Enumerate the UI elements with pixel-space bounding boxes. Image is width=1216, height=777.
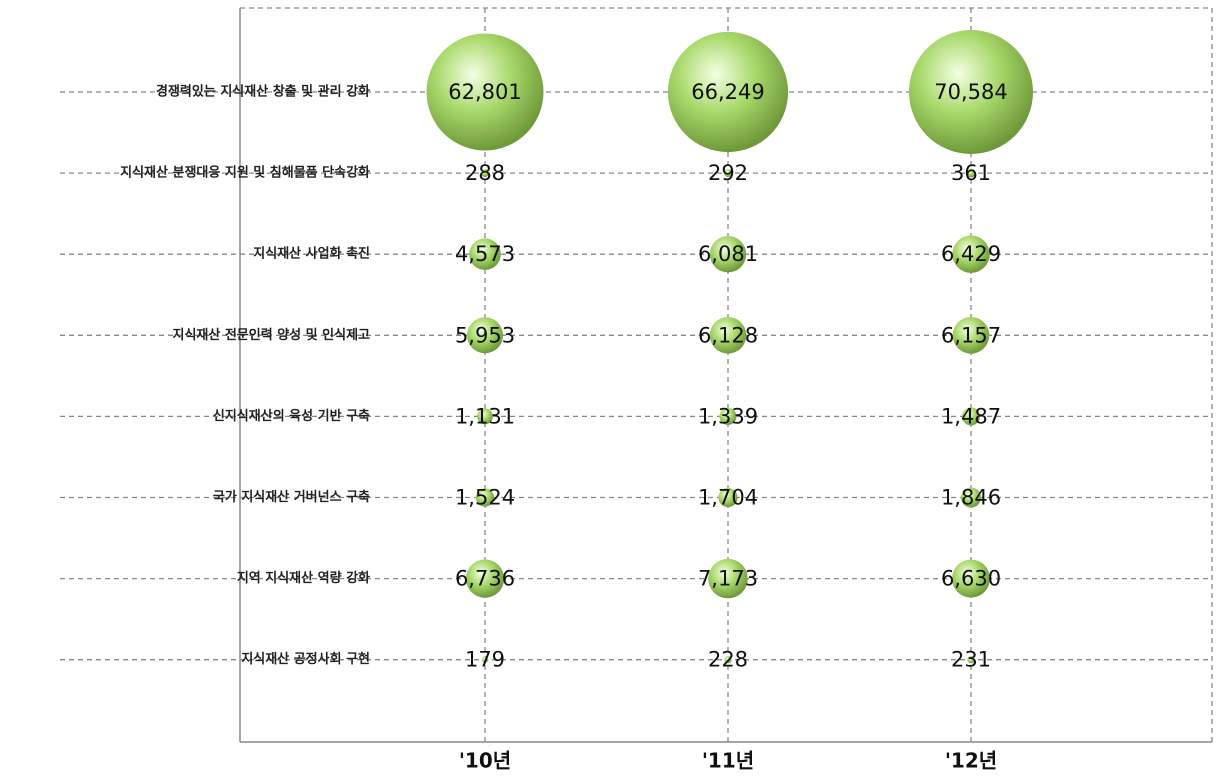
grid — [60, 7, 1213, 743]
data-label: 179 — [465, 648, 505, 672]
y-tick-label: 경쟁력있는 지식재산 창출 및 관리 강화 — [156, 84, 370, 100]
data-label: 228 — [708, 648, 748, 672]
y-tick-label: 지식재산 공정사회 구현 — [241, 651, 370, 667]
bubble — [724, 169, 732, 178]
y-tick-label: 지역 지식재산 역량 강화 — [237, 570, 370, 586]
data-label: 4,573 — [455, 242, 515, 266]
bubble — [481, 656, 489, 663]
x-tick-label: '12년 — [945, 749, 997, 773]
x-tick-label: '10년 — [459, 749, 511, 773]
bubble — [709, 236, 747, 273]
data-label: 7,173 — [698, 567, 758, 591]
bubble — [475, 488, 495, 507]
data-label: 6,157 — [941, 323, 1001, 347]
bubble — [962, 407, 980, 426]
y-tick-label: 국가 지식재산 거버넌스 구축 — [213, 489, 370, 505]
data-label: 66,249 — [691, 80, 764, 104]
bubble — [469, 238, 501, 270]
bubble — [708, 558, 748, 599]
data-label: 1,846 — [941, 486, 1001, 510]
bubble — [966, 168, 976, 178]
data-label: 6,128 — [698, 323, 758, 347]
bubble — [709, 317, 747, 354]
bubble — [465, 559, 505, 598]
data-label: 288 — [465, 161, 505, 185]
bubble — [967, 656, 975, 664]
bubble — [719, 407, 737, 425]
bubble — [466, 317, 504, 354]
y-tick-label: 지식재산 분쟁대응 지원 및 침해물품 단속강화 — [120, 165, 370, 181]
data-label: 6,429 — [941, 242, 1001, 266]
data-label: 70,584 — [934, 80, 1007, 104]
data-label: 6,630 — [941, 567, 1001, 591]
marks: '10년 '11년 '12년 경쟁력있는 지식재산 창출 및 관리 강화 62,801 6… — [120, 30, 1033, 773]
data-label: 1,487 — [941, 404, 1001, 428]
data-label: 5,953 — [455, 323, 515, 347]
bubble — [724, 656, 732, 664]
data-label: 1,524 — [455, 486, 515, 510]
data-label: 292 — [708, 161, 748, 185]
y-tick-label: 신지식재산의 육성 기반 구축 — [213, 408, 370, 424]
bubble — [960, 487, 982, 508]
data-label: 1,704 — [698, 486, 758, 510]
bubble — [718, 487, 738, 508]
data-label: 1,131 — [455, 404, 515, 428]
bubble — [481, 169, 489, 178]
bubble — [667, 31, 789, 153]
bubble — [952, 316, 990, 354]
y-tick-label: 지식재산 전문인력 양성 및 인식제고 — [172, 327, 370, 343]
bubble — [477, 408, 493, 425]
data-label: 361 — [951, 161, 991, 185]
bubble — [951, 559, 991, 598]
bubble — [952, 235, 990, 273]
data-label: 62,801 — [448, 80, 521, 104]
y-tick-label: 지식재산 사업화 촉진 — [253, 246, 370, 262]
data-label: 6,736 — [455, 567, 515, 591]
x-tick-label: '11년 — [702, 749, 754, 773]
data-label: 1,339 — [698, 404, 758, 428]
bubble — [909, 30, 1033, 154]
data-label: 231 — [951, 648, 991, 672]
bubble — [426, 33, 544, 151]
data-label: 6,081 — [698, 242, 758, 266]
